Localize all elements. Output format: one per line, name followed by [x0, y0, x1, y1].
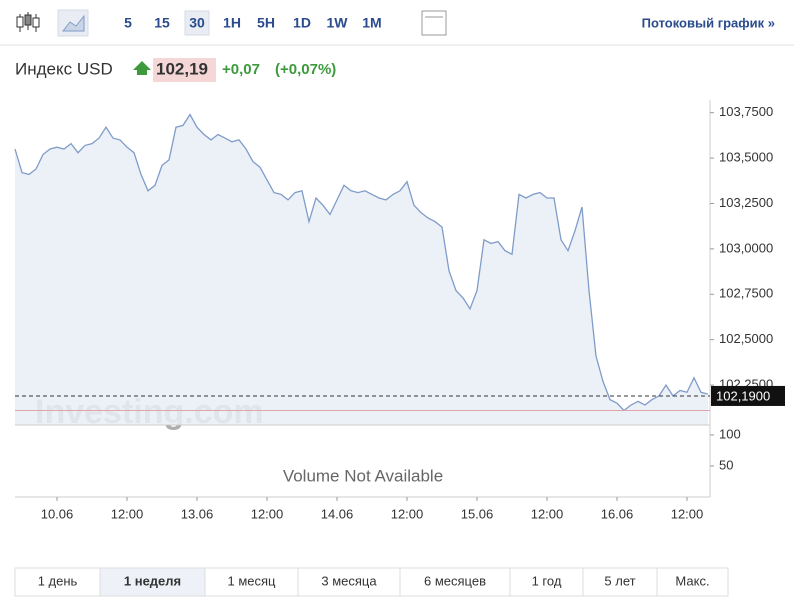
y-tick-label: 103,5000 [719, 150, 773, 165]
range-label: 1 месяц [228, 573, 277, 588]
interval-button[interactable]: 5 [124, 15, 132, 31]
change-percent: (+0,07%) [275, 61, 336, 78]
interval-button[interactable]: 15 [154, 15, 170, 31]
change: +0,07 [222, 61, 260, 78]
stream-link[interactable]: Потоковый график » [642, 15, 775, 30]
range-button[interactable] [297, 567, 401, 597]
settings-icon[interactable] [421, 10, 447, 36]
interval-button[interactable]: 30 [189, 15, 205, 31]
candle-icon[interactable] [16, 12, 40, 32]
x-tick-label: 12:00 [531, 506, 564, 521]
area-fill [15, 114, 708, 425]
interval-button[interactable]: 1W [327, 15, 349, 31]
interval-button[interactable]: 5H [257, 15, 275, 31]
x-tick-label: 12:00 [251, 506, 284, 521]
y-tick-label: 103,7500 [719, 104, 773, 119]
x-tick-label: 16.06 [601, 506, 634, 521]
range-label: 1 неделя [124, 573, 181, 588]
up-arrow [133, 61, 151, 75]
range-label: 3 месяца [321, 573, 377, 588]
range-button[interactable] [99, 567, 206, 597]
x-tick-label: 12:00 [111, 506, 144, 521]
volume-tick-label: 50 [719, 457, 733, 472]
range-label: 1 год [532, 573, 562, 588]
interval-button[interactable]: 1H [223, 15, 241, 31]
range-label: Макс. [675, 573, 709, 588]
price-line [14, 113, 709, 412]
area-icon-shape [61, 14, 85, 32]
range-button[interactable] [509, 567, 584, 597]
price-bg [153, 58, 216, 82]
range-button[interactable] [204, 567, 299, 597]
range-label: 5 лет [604, 573, 635, 588]
y-tick-label: 103,0000 [719, 240, 773, 255]
range-button[interactable] [582, 567, 658, 597]
interval-button[interactable]: 1M [362, 15, 381, 31]
instrument-name: Индекс USD [15, 59, 113, 78]
x-tick-label: 10.06 [41, 506, 74, 521]
interval-selected [184, 10, 210, 36]
last-value-label: 102,1900 [716, 388, 770, 403]
volume-tick-label: 100 [719, 426, 741, 441]
x-tick-label: 12:00 [671, 506, 704, 521]
price: 102,19 [156, 59, 208, 78]
range-label: 6 месяцев [424, 573, 486, 588]
y-tick-label: 102,5000 [719, 331, 773, 346]
y-tick-label: 103,2500 [719, 195, 773, 210]
range-button[interactable] [399, 567, 511, 597]
range-button[interactable] [14, 567, 101, 597]
x-tick-label: 13.06 [181, 506, 214, 521]
x-tick-label: 15.06 [461, 506, 494, 521]
range-button[interactable] [656, 567, 729, 597]
x-tick-label: 12:00 [391, 506, 424, 521]
interval-button[interactable]: 1D [293, 15, 311, 31]
x-tick-label: 14.06 [321, 506, 354, 521]
y-tick-label: 102,7500 [719, 286, 773, 301]
volume-note: Volume Not Available [283, 466, 443, 485]
last-value-box [711, 385, 785, 406]
range-label: 1 день [38, 573, 78, 588]
